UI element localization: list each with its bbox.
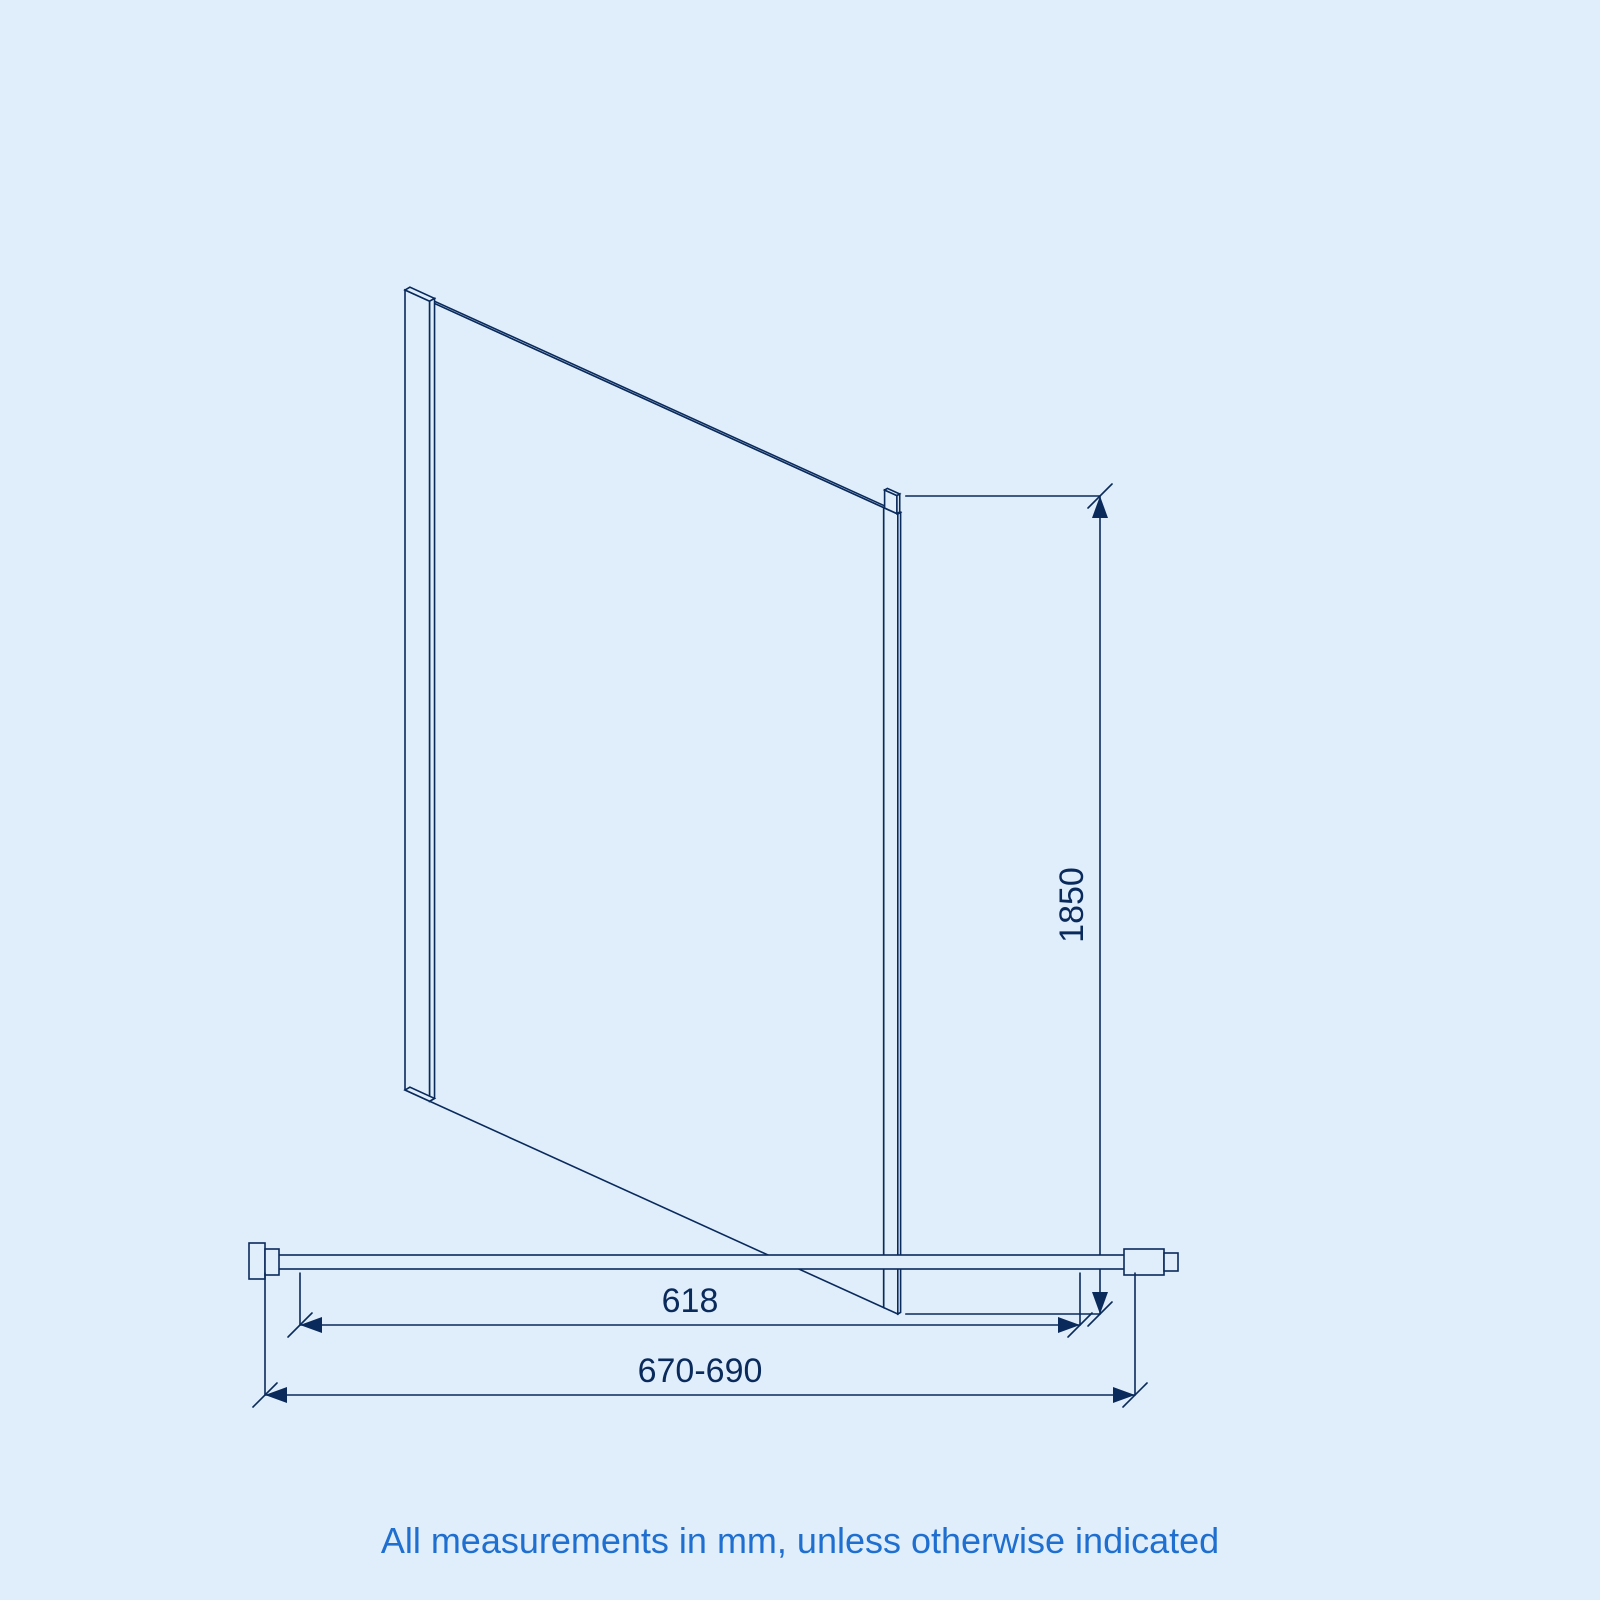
dim-height-label: 1850 <box>1053 867 1091 943</box>
footer-note-text: All measurements in mm, unless otherwise… <box>381 1520 1219 1561</box>
technical-drawing-svg: 1850 618 670-690 <box>0 0 1600 1600</box>
dim-inner-width-label: 618 <box>662 1282 719 1320</box>
footer-note: All measurements in mm, unless otherwise… <box>0 1520 1600 1562</box>
dim-outer-width-label: 670-690 <box>638 1352 763 1390</box>
drawing-canvas: 1850 618 670-690 <box>0 0 1600 1600</box>
